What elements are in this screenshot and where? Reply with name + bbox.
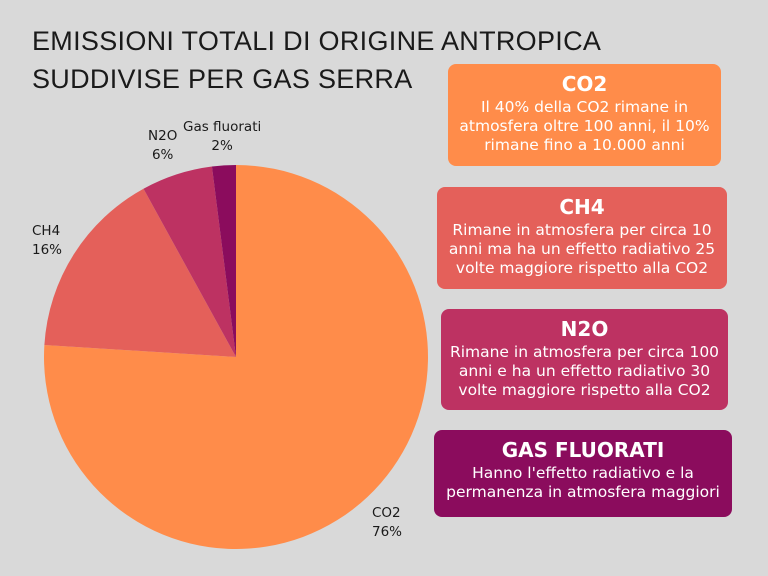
card-ch4-text: Rimane in atmosfera per circa 10 anni ma… [448, 221, 716, 277]
pie-slice-gas-fluorati [211, 165, 236, 357]
page-title: EMISSIONI TOTALI DI ORIGINE ANTROPICA SU… [32, 22, 601, 98]
slice-value-co2: 76% [372, 524, 403, 540]
title-line-2: SUDDIVISE PER GAS SERRA [32, 64, 413, 94]
card-gas-fluorati: GAS FLUORATI Hanno l'effetto radiativo e… [434, 430, 732, 517]
slice-value-gas-fluorati: 2% [211, 138, 233, 154]
slice-label-n2o: N2O 6% [148, 127, 177, 165]
card-n2o-title: N2O [560, 317, 609, 341]
slice-name-ch4: CH4 [32, 223, 61, 239]
slice-value-n2o: 6% [151, 147, 174, 163]
slice-name-co2: CO2 [372, 505, 401, 521]
pie-slice-ch4 [44, 188, 236, 357]
slice-label-ch4: CH4 16% [32, 222, 62, 260]
slice-value-ch4: 16% [32, 242, 63, 258]
slice-label-co2: CO2 76% [372, 504, 402, 542]
slice-name-gas-fluorati: Gas fluorati [183, 119, 262, 135]
card-gas-fluorati-text: Hanno l'effetto radiativo e la permanenz… [446, 464, 720, 501]
pie-slice-n2o [143, 166, 236, 357]
title-line-1: EMISSIONI TOTALI DI ORIGINE ANTROPICA [32, 26, 602, 56]
card-ch4-title: CH4 [559, 195, 605, 219]
slice-label-gas-fluorati: Gas fluorati 2% [183, 118, 261, 156]
card-co2-title: CO2 [561, 72, 608, 96]
card-co2: CO2 Il 40% della CO2 rimane in atmosfera… [448, 64, 721, 166]
slice-name-n2o: N2O [148, 128, 178, 144]
card-n2o: N2O Rimane in atmosfera per circa 100 an… [441, 309, 728, 410]
card-gas-fluorati-title: GAS FLUORATI [501, 438, 665, 462]
card-co2-text: Il 40% della CO2 rimane in atmosfera olt… [459, 98, 710, 154]
card-n2o-text: Rimane in atmosfera per circa 100 anni e… [449, 343, 720, 399]
card-ch4: CH4 Rimane in atmosfera per circa 10 ann… [437, 187, 727, 289]
